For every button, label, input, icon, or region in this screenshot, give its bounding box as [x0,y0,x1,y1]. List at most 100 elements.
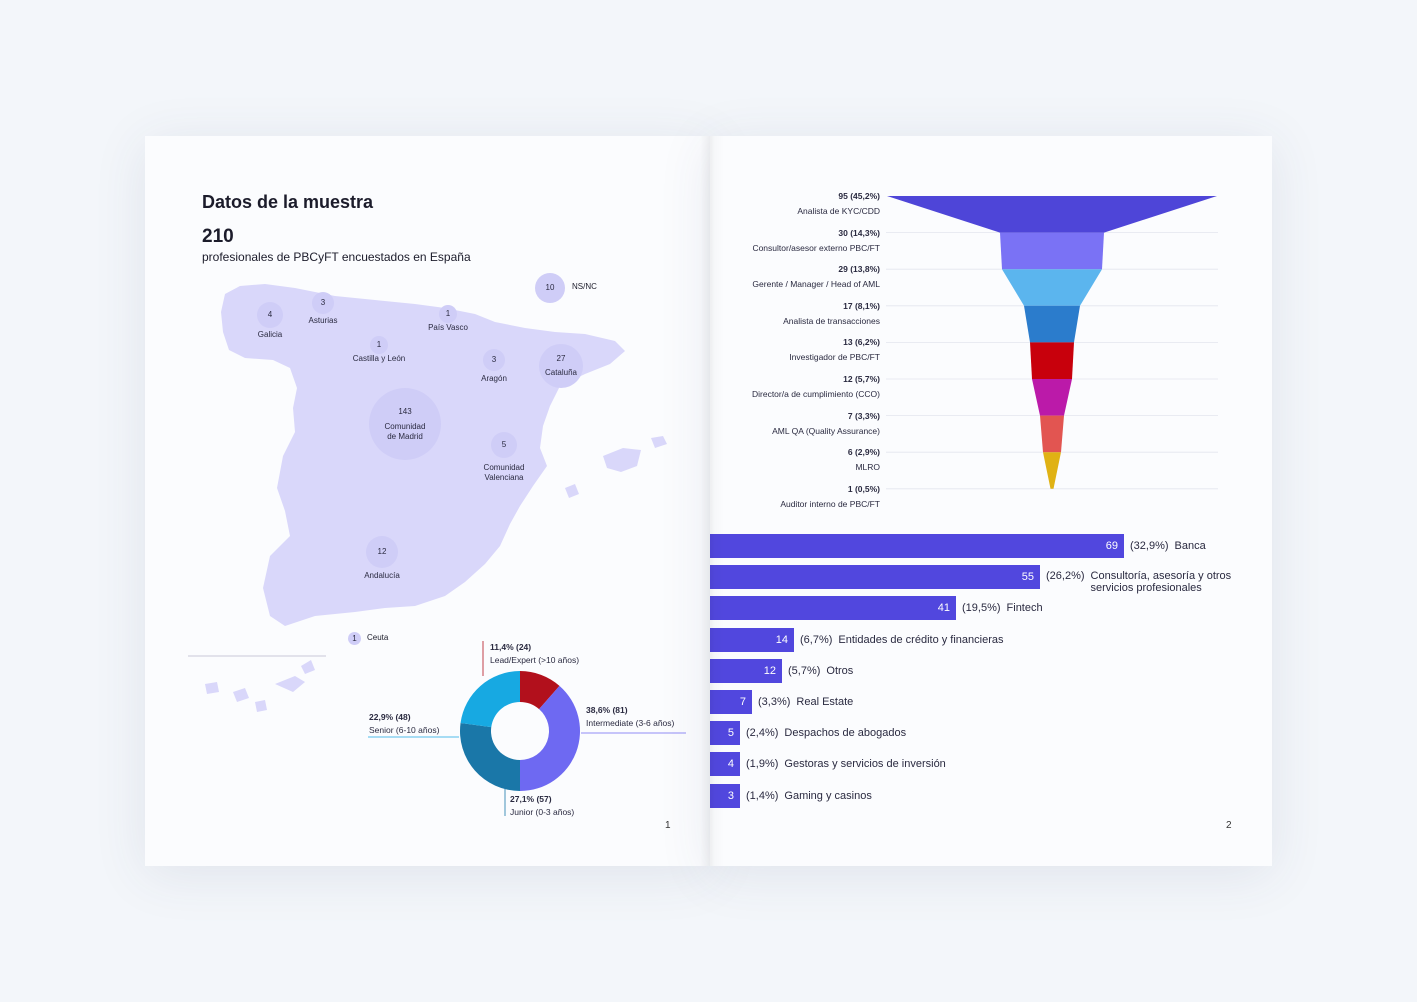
sector-bar-label-1: (26,2%) Consultoría, asesoría y otros serv… [1046,570,1231,594]
sector-category: Entidades de crédito y financieras [838,634,1003,646]
role-funnel-chart [886,196,1218,490]
funnel-category: AML QA (Quality Assurance) [772,425,880,436]
sector-category-line: Fintech [1006,602,1043,615]
funnel-value: 1 (0,5%) [847,483,880,494]
sector-category: Despachos de abogados [784,727,906,739]
sector-category-line: Gaming y casinos [784,789,872,802]
sector-category: Gaming y casinos [784,790,871,802]
spain-map [188,284,667,712]
funnel-segment-3 [1024,305,1080,343]
sector-bar-label-3: (6,7%) Entidades de crédito y financieras [800,634,1004,646]
funnel-label-7: 6 (2,9%) MLRO [848,445,880,475]
sector-bar-1: 55 [710,565,1040,590]
funnel-segment-5 [1032,379,1072,416]
sector-category-line: Consultoría, asesoría y otros [1090,570,1232,583]
sector-category: Gestoras y servicios de inversión [784,758,945,770]
funnel-segment-0 [887,196,1217,233]
funnel-value: 13 (6,2%) [843,337,880,348]
region-bubble-cataluna: 27 Cataluña [539,344,583,388]
donut-category-intermediate: Intermediate (3-6 años) [586,718,675,728]
sector-bar-label-6: (2,4%) Despachos de abogados [746,727,906,739]
sector-percent: (1,9%) [746,758,779,771]
sector-percent: (2,4%) [746,727,779,740]
donut-category-junior: Junior (0-3 años) [510,807,575,817]
donut-value-intermediate: 38,6% (81) [586,705,628,715]
funnel-label-6: 7 (3,3%) AML QA (Quality Assurance) [772,409,880,439]
region-label-ceuta: Ceuta [367,633,389,642]
region-label-madrid-line2: de Madrid [387,431,423,441]
sector-bar-label-4: (5,7%) Otros [788,665,853,677]
funnel-value: 30 (14,3%) [838,227,880,238]
region-label-andalucia: Andalucía [364,571,400,580]
sample-total: 210 [202,226,234,247]
ibiza-shape [565,484,579,498]
region-label-cataluna: Cataluña [544,368,578,377]
funnel-value: 12 (5,7%) [843,374,880,384]
menorca-shape [651,436,667,448]
funnel-label-0: 95 (45,2%) Analista de KYC/CDD [797,189,880,219]
funnel-value: 6 (2,9%) [847,447,880,458]
funnel-label-4: 13 (6,2%) Investigador de PBC/FT [789,335,880,365]
sector-category: Otros [826,665,853,677]
funnel-value: 7 (3,3%) [847,410,880,421]
book-fold [700,136,724,866]
sector-category-line: Entidades de crédito y financieras [838,633,1004,646]
funnel-category: Director/a de cumplimiento (CCO) [751,389,880,399]
region-bubble-andalucia: 12 [366,536,398,568]
sector-category: Fintech [1007,602,1043,614]
sector-bar-6: 5 [710,721,740,746]
sector-category-line: servicios profesionales [1090,582,1202,595]
donut-slice-senior [460,671,520,728]
region-bubble-castilla-leon: 1 [370,336,388,354]
sector-bar-7: 4 [710,752,740,777]
region-bubble-galicia: 4 [257,302,283,328]
region-label-pais-vasco: País Vasco [428,323,468,332]
page-number-right: 2 [1226,820,1232,831]
funnel-segment-1 [1000,232,1104,270]
donut-slice-intermediate [520,685,580,791]
page-title: Datos de la muestra [202,192,374,212]
sector-bar-label-8: (1,4%) Gaming y casinos [746,790,872,802]
sector-category-line: Real Estate [796,696,854,708]
sector-bar-4: 12 [710,658,782,683]
canarias-shape-4 [275,676,305,692]
region-label-valenciana-line2: Valenciana [484,473,524,482]
sector-category: Real Estate [796,696,853,708]
region-label-galicia: Galicia [257,330,283,339]
funnel-segment-7 [1043,452,1061,489]
donut-value-senior: 22,9% (48) [369,712,411,722]
sector-percent: (32,9%) [1130,540,1169,552]
funnel-category: Consultor/asesor externo PBC/FT [752,242,880,253]
region-label-valenciana-line1: Comunidad [483,463,525,472]
funnel-segment-2 [1002,269,1102,306]
region-bubble-aragon: 3 [483,349,505,371]
funnel-segment-6 [1040,415,1064,453]
funnel-label-8: 1 (0,5%) Auditor interno de PBC/FT [780,482,880,512]
sector-bar-3: 14 [710,627,794,652]
funnel-category: Analista de KYC/CDD [797,206,880,216]
sector-category-line: Gestoras y servicios de inversión [784,758,946,771]
donut-value-junior: 27,1% (57) [510,794,552,804]
region-label-aragon: Aragón [481,374,507,383]
canarias-shape-5 [301,660,315,674]
sector-bar-label-7: (1,9%) Gestoras y servicios de inversión [746,758,946,770]
sector-bar-label-0: (32,9%) Banca [1130,540,1206,552]
donut-value-lead: 11,4% (24) [490,642,532,652]
funnel-value: 17 (8,1%) [843,300,880,311]
sector-percent: (19,5%) [962,602,1001,615]
donut-category-senior: Senior (6-10 años) [369,725,440,735]
region-label-madrid-line1: Comunidad [384,421,426,431]
canarias-shape-2 [233,688,249,702]
region-bubble-valenciana: 5 [491,432,517,458]
sector-bar-8: 3 [710,783,740,808]
sector-category-line: Banca [1174,540,1206,552]
funnel-category: Gerente / Manager / Head of AML [752,279,880,290]
region-bubble-asturias: 3 [312,292,334,314]
funnel-segment-4 [1030,342,1074,379]
donut-category-lead: Lead/Expert (>10 años) [490,655,580,665]
funnel-value: 29 (13,8%) [838,264,880,275]
funnel-label-2: 29 (13,8%) Gerente / Manager / Head of AM… [752,262,880,292]
sector-bar-0: 69 [710,534,1124,558]
sector-bar-2: 41 [710,596,956,621]
funnel-label-5: 12 (5,7%) Director/a de cumplimiento (CCO… [752,372,880,402]
